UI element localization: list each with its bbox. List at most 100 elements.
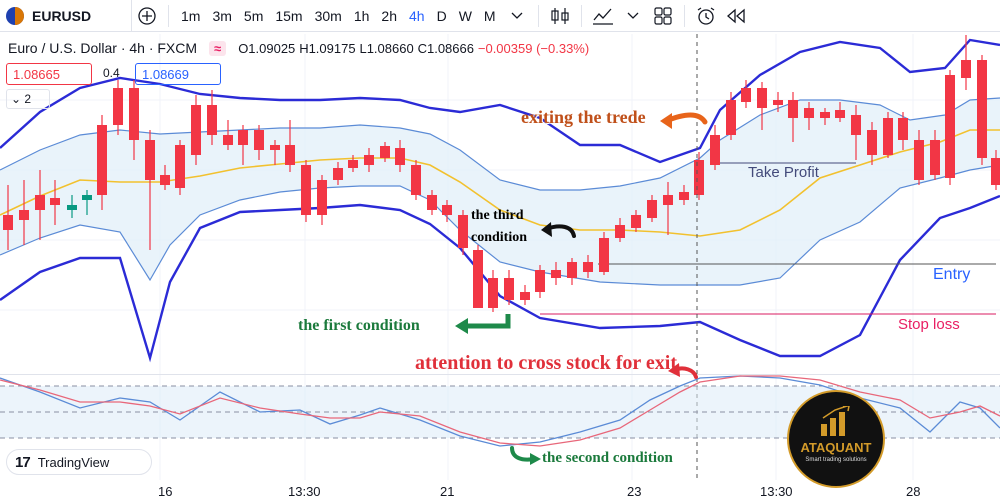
plus-circle-icon <box>138 6 156 25</box>
take-profit-label: Take Profit <box>748 164 819 181</box>
candle-body <box>97 125 107 195</box>
ohlc-high: H1.09175 <box>299 40 356 56</box>
time-axis-label: 28 <box>906 484 921 499</box>
candle-body <box>301 165 311 215</box>
bollinger-upper-band <box>0 38 1000 164</box>
badge-name: ATAQUANT <box>800 440 872 455</box>
interval-w[interactable]: W <box>458 7 472 24</box>
candle-body <box>270 145 280 150</box>
chevron-down-icon <box>627 12 639 19</box>
candle-body <box>991 158 1000 185</box>
interval-1m[interactable]: 1m <box>181 7 201 24</box>
candle-body <box>35 195 45 210</box>
indicators-icon <box>592 8 613 25</box>
annotation-third-line1: the third <box>471 208 524 223</box>
stop-loss-label: Stop loss <box>898 316 960 333</box>
candle-body <box>867 130 877 155</box>
candle-body <box>820 112 830 118</box>
toolbar-divider <box>683 4 685 27</box>
sell-price-button[interactable]: 1.08665 <box>6 63 92 85</box>
ohlc-close: C1.08666 <box>417 40 474 56</box>
spread-value: 0.4 <box>103 66 120 80</box>
exit-arrowhead-icon <box>660 113 672 129</box>
band-basis-line <box>0 129 1000 237</box>
candle-body <box>348 160 358 168</box>
symbol-label: EURUSD <box>32 7 92 24</box>
time-axis-label: 21 <box>440 484 455 499</box>
interval-30m[interactable]: 30m <box>314 7 342 24</box>
annotation-third-line2: condition <box>471 230 528 245</box>
candle-body <box>615 225 625 238</box>
candle-body <box>380 146 390 158</box>
keltner-upper-band <box>0 97 1000 191</box>
candle-body <box>631 215 641 228</box>
candle-body <box>411 165 421 195</box>
annotation-second-condition: the second condition <box>542 450 673 466</box>
candle-body <box>129 88 139 140</box>
toolbar-divider <box>537 4 539 27</box>
candle-body <box>945 75 955 178</box>
candle-body <box>567 262 577 278</box>
interval-2h[interactable]: 2h <box>381 7 397 24</box>
candle-body <box>599 238 609 272</box>
toolbar-divider <box>168 4 169 27</box>
time-axis-label: 16 <box>158 484 173 499</box>
candles-icon <box>550 7 569 24</box>
candle-body <box>851 115 861 135</box>
alert-button[interactable] <box>691 0 721 32</box>
first-condition-arrow-icon <box>465 314 511 329</box>
candle-body <box>50 198 60 205</box>
candles-series <box>3 35 1000 312</box>
candle-body <box>113 88 123 125</box>
cross-exit-arrowhead-icon <box>668 363 680 377</box>
interval-5m[interactable]: 5m <box>243 7 264 24</box>
replay-button[interactable] <box>721 0 751 32</box>
candle-body <box>741 88 751 102</box>
interval-3m[interactable]: 3m <box>212 7 232 24</box>
candle-body <box>726 100 736 135</box>
symbol-search-button[interactable]: EURUSD <box>0 0 132 32</box>
interval-d[interactable]: D <box>436 7 447 24</box>
compare-add-button[interactable] <box>132 0 162 32</box>
symbol-description[interactable]: Euro / U.S. Dollar · 4h · FXCM <box>8 40 198 56</box>
interval-m[interactable]: M <box>483 7 496 24</box>
candle-body <box>207 105 217 135</box>
interval-1h[interactable]: 1h <box>353 7 370 24</box>
ohlc-open: O1.09025 <box>238 40 296 56</box>
interval-4h[interactable]: 4h <box>408 7 425 24</box>
interval-dropdown-button[interactable] <box>502 0 532 32</box>
candle-body <box>804 108 814 118</box>
candle-body <box>238 130 248 145</box>
chart-type-button[interactable] <box>545 0 575 32</box>
rewind-icon <box>726 8 745 23</box>
indicators-collapse-button[interactable]: ⌄ 2 <box>6 89 50 109</box>
ohlc-low: L1.08660 <box>359 40 414 56</box>
compare-icon[interactable]: ≈ <box>209 40 227 56</box>
tradingview-wordmark: TradingView <box>37 454 110 470</box>
interval-15m[interactable]: 15m <box>275 7 303 24</box>
indicators-button[interactable] <box>588 0 618 32</box>
tradingview-mark-icon: 17 <box>15 453 31 471</box>
chevron-down-icon: ⌄ <box>11 92 22 106</box>
indicators-dropdown-button[interactable] <box>618 0 648 32</box>
candle-body <box>663 195 673 205</box>
candle-body <box>773 100 783 105</box>
alarm-clock-icon <box>697 6 714 25</box>
third-condition-arrowhead-icon <box>541 222 552 237</box>
toolbar-divider <box>580 4 582 27</box>
candle-body <box>520 292 530 300</box>
candle-body <box>223 135 233 145</box>
first-condition-arrowhead-icon <box>455 318 468 334</box>
tradingview-logo[interactable]: 17 TradingView <box>6 449 152 475</box>
candle-body <box>458 215 468 248</box>
ohlc-change: −0.00359 (−0.33%) <box>477 40 590 56</box>
buy-price-button[interactable]: 1.08669 <box>135 63 221 85</box>
candle-body <box>317 180 327 215</box>
candle-body <box>145 140 155 180</box>
candle-body <box>835 110 845 118</box>
candle-body <box>898 118 908 140</box>
eurusd-flag-icon <box>6 6 24 25</box>
layout-button[interactable] <box>648 0 678 32</box>
